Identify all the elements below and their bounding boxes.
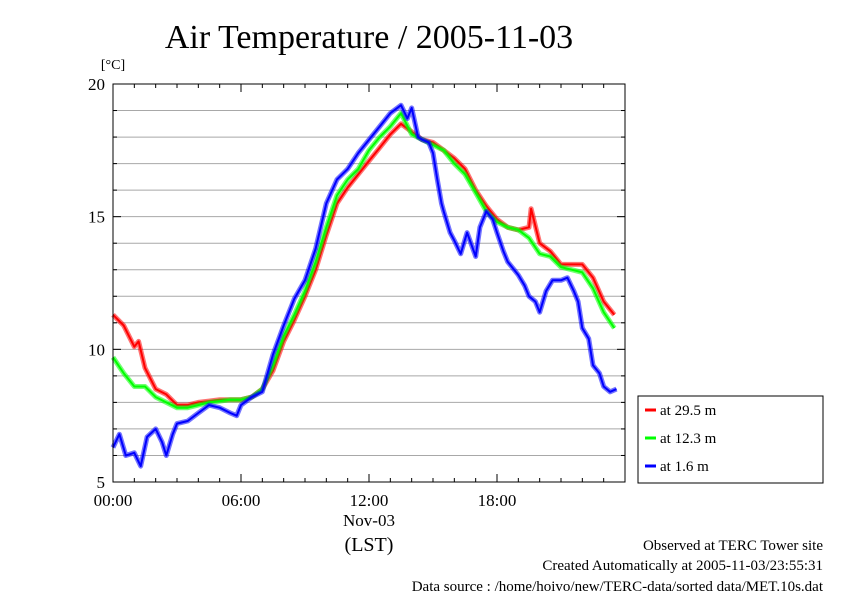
series-halo-at-12-3-m	[110, 110, 617, 411]
legend-box	[637, 395, 824, 484]
series-line-at-12-3-m	[112, 112, 616, 409]
legend-label: at 29.5 m	[660, 403, 717, 419]
footer-data-source: Data source : /home/hoivo/new/TERC-data/…	[412, 579, 824, 595]
legend-label: at 1.6 m	[660, 459, 709, 475]
series-lines	[110, 102, 618, 469]
y-axis-unit-label: [°C]	[101, 58, 125, 73]
x-tick-label: 18:00	[478, 491, 517, 510]
y-tick-label: 15	[88, 208, 105, 227]
footer-created-timestamp: Created Automatically at 2005-11-03/23:5…	[542, 558, 823, 574]
x-tick-label: 12:00	[350, 491, 389, 510]
x-tick-label: 00:00	[94, 491, 133, 510]
y-tick-label: 20	[88, 75, 105, 94]
x-tick-label: 06:00	[222, 491, 261, 510]
axis-ticks: 5 10 15 20 00:00 06:00 12:00 18:00	[88, 75, 626, 510]
x-date-label: Nov-03	[343, 511, 395, 530]
footer-observed-site: Observed at TERC Tower site	[643, 538, 823, 554]
legend: at 29.5 m at 12.3 m at 1.6 m	[637, 395, 824, 484]
chart-title: Air Temperature / 2005-11-03	[165, 19, 573, 56]
series-line-at-29-5-m	[112, 122, 616, 407]
y-tick-label: 10	[88, 340, 105, 359]
series-line-at-1-6-m	[112, 104, 617, 468]
y-tick-label: 5	[97, 473, 106, 492]
x-axis-label: (LST)	[345, 534, 394, 556]
legend-label: at 12.3 m	[660, 431, 717, 447]
